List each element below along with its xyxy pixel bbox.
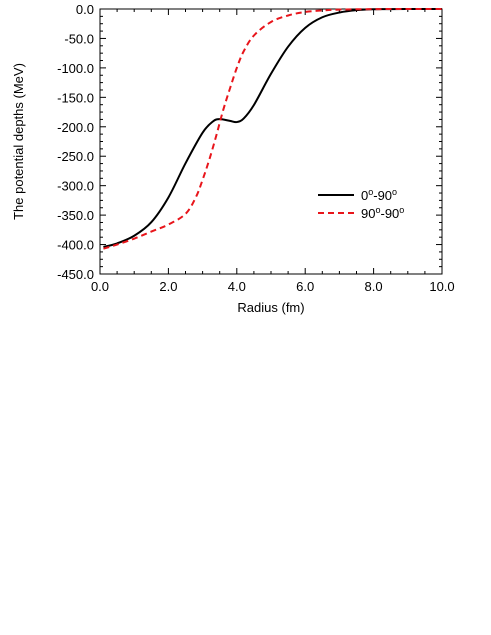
- y-tick-label: -100.0: [57, 61, 94, 76]
- ticks: [99, 8, 443, 275]
- series-line-2: [103, 7, 443, 250]
- x-tick-label: 10.0: [429, 279, 454, 294]
- y-tick-label: -250.0: [57, 149, 94, 164]
- series-line-1: [103, 7, 443, 248]
- legend-label: 90o-90o: [361, 205, 404, 221]
- legend-label: 0o-90o: [361, 187, 397, 203]
- x-tick-label: 8.0: [365, 279, 383, 294]
- y-tick-label: 0.0: [76, 2, 94, 17]
- x-tick-label: 0.0: [91, 279, 109, 294]
- y-tick-label: -300.0: [57, 179, 94, 194]
- y-tick-label: -400.0: [57, 238, 94, 253]
- plot-frame: [99, 8, 443, 275]
- series-layer: [103, 7, 443, 250]
- legend: 0o-90o 90o-90o: [318, 187, 404, 221]
- tick-labels: 0.0 2.0 4.0 6.0 8.0 10.0 0.0 -50.0 -100.0 -150.0 -…: [57, 2, 455, 294]
- y-tick-label: -450.0: [57, 267, 94, 282]
- plot-border: [99, 8, 443, 275]
- y-tick-label: -350.0: [57, 208, 94, 223]
- y-tick-label: -200.0: [57, 120, 94, 135]
- x-tick-label: 2.0: [159, 279, 177, 294]
- x-tick-label: 4.0: [228, 279, 246, 294]
- y-tick-label: -50.0: [64, 31, 94, 46]
- y-tick-label: -150.0: [57, 90, 94, 105]
- y-axis-title: The potential depths (MeV): [11, 63, 26, 220]
- x-axis-title: Radius (fm): [237, 300, 304, 315]
- x-tick-label: 6.0: [296, 279, 314, 294]
